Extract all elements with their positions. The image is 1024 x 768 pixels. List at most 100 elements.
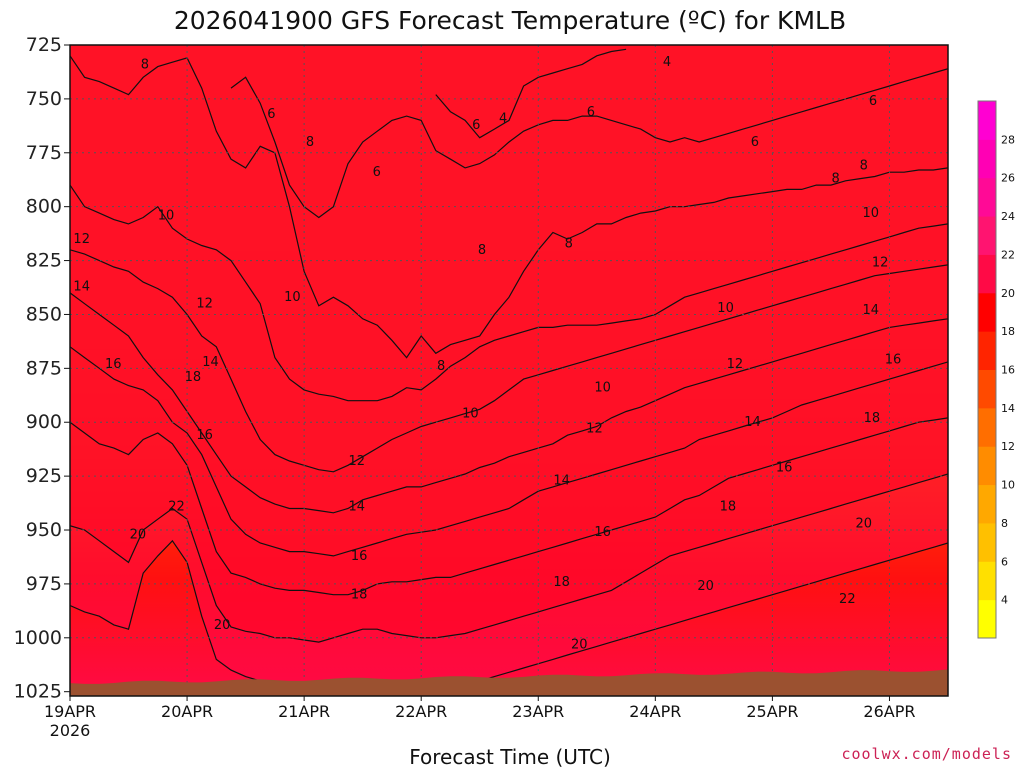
contour-label: 10 — [462, 407, 479, 422]
colorbar-swatch — [978, 254, 996, 294]
y-tick-label: 800 — [26, 196, 62, 218]
contour-label: 12 — [349, 454, 366, 469]
contour-label: 22 — [839, 592, 856, 607]
x-tick-label: 25APR — [746, 702, 798, 721]
colorbar-tick-label: 24 — [1001, 210, 1015, 223]
colorbar-swatch — [978, 446, 996, 486]
colorbar: 4 6 8 10 12 14 16 18 20 22 24 26 28 — [977, 100, 1015, 639]
x-tick-label: 20APR — [161, 702, 213, 721]
isotherm-6c — [230, 68, 948, 219]
y-tick-label: 1000 — [14, 627, 62, 649]
contour-label: 8 — [306, 135, 314, 150]
y-tick-label: 725 — [26, 34, 62, 56]
contour-label: 6 — [373, 165, 381, 180]
plot-frame — [69, 44, 949, 697]
contour-label: 12 — [872, 256, 889, 271]
colorbar-tick-label: 28 — [1001, 133, 1015, 146]
colorbar-swatch — [978, 177, 996, 217]
contour-label: 10 — [862, 206, 879, 221]
colorbar-swatch — [978, 216, 996, 255]
x-tick-label: 22APR — [395, 702, 447, 721]
colorbar-swatch — [978, 484, 996, 524]
y-tick-label: 950 — [26, 519, 62, 541]
contour-label: 4 — [663, 55, 671, 70]
contour-label: 14 — [744, 415, 761, 430]
colorbar-tick-label: 6 — [1001, 555, 1008, 568]
contour-label: 16 — [594, 525, 611, 540]
contour-label: 6 — [751, 135, 759, 150]
contour-label: 16 — [105, 357, 122, 372]
contour-label: 12 — [586, 422, 603, 437]
contour-label: 10 — [717, 301, 734, 316]
contour-label: 6 — [472, 118, 480, 133]
y-tick-label: 1025 — [14, 681, 62, 703]
colorbar-tick-label: 20 — [1001, 287, 1015, 300]
y-tick-label: 775 — [26, 142, 62, 164]
contour-label: 8 — [831, 172, 839, 187]
colorbar-swatch — [978, 407, 996, 447]
colorbar-tick-label: 26 — [1001, 172, 1015, 185]
contour-label: 18 — [553, 575, 570, 590]
contour-label: 6 — [869, 94, 877, 109]
y-tick-label: 850 — [26, 303, 62, 325]
x-tick-label: 24APR — [629, 702, 681, 721]
y-tick-label: 925 — [26, 465, 62, 487]
y-tick-label: 975 — [26, 573, 62, 595]
contour-label: 20 — [697, 579, 714, 594]
isotherm-12c — [70, 249, 948, 473]
x-tick-label: 26APR — [863, 702, 915, 721]
colorbar-swatch — [978, 101, 996, 140]
contour-label: 4 — [499, 111, 507, 126]
colorbar-swatch — [978, 561, 996, 601]
contour-label: 14 — [73, 279, 90, 294]
contour-label: 18 — [351, 588, 368, 603]
isotherm-4c — [435, 48, 627, 139]
contour-label: 10 — [158, 208, 175, 223]
contour-label: 18 — [720, 499, 737, 514]
contour-label: 12 — [73, 232, 90, 247]
isotherm-14c — [70, 292, 948, 514]
contour-label: 12 — [727, 357, 744, 372]
contour-label: 16 — [885, 353, 902, 368]
contour-label: 12 — [196, 297, 213, 312]
colorbar-swatch — [978, 369, 996, 409]
contour-label: 16 — [776, 461, 793, 476]
colorbar-tick-label: 16 — [1001, 364, 1015, 377]
contour-label: 8 — [437, 359, 445, 374]
y-tick-label: 750 — [26, 88, 62, 110]
chart-title: 2026041900 GFS Forecast Temperature (ºC)… — [174, 6, 846, 35]
colorbar-tick-label: 8 — [1001, 517, 1008, 530]
colorbar-swatch — [978, 599, 996, 639]
colorbar-tick-label: 12 — [1001, 440, 1015, 453]
y-tick-label: 825 — [26, 250, 62, 272]
y-tick-label: 875 — [26, 357, 62, 379]
contour-label: 22 — [168, 499, 185, 514]
contour-label: 16 — [196, 428, 213, 443]
colorbar-swatch — [978, 139, 996, 179]
contour-label: 8 — [478, 243, 486, 258]
contour-label: 20 — [130, 527, 147, 542]
contour-label: 14 — [202, 355, 219, 370]
x-tick-label: 21APR — [278, 702, 330, 721]
credit-link[interactable]: coolwx.com/models — [841, 745, 1012, 763]
y-axis: 725 750 775 800 825 850 875 900 925 950 975 1000 102… — [14, 34, 70, 703]
isotherm-16c — [70, 346, 948, 557]
x-axis-label: Forecast Time (UTC) — [409, 745, 611, 768]
contour-label: 20 — [855, 517, 872, 532]
colorbar-tick-label: 22 — [1001, 248, 1015, 261]
isotherm-22c — [70, 539, 948, 691]
contour-label: 16 — [351, 549, 368, 564]
colorbar-tick-label: 10 — [1001, 479, 1015, 492]
y-tick-label: 900 — [26, 411, 62, 433]
colorbar-swatch — [978, 522, 996, 562]
contour-label: 6 — [267, 107, 275, 122]
contour-label: 8 — [565, 236, 573, 251]
isotherm-20c — [70, 473, 948, 643]
contour-label: 18 — [185, 370, 202, 385]
contour-label: 6 — [587, 105, 595, 120]
colorbar-tick-label: 18 — [1001, 325, 1015, 338]
contour-label: 10 — [594, 381, 611, 396]
